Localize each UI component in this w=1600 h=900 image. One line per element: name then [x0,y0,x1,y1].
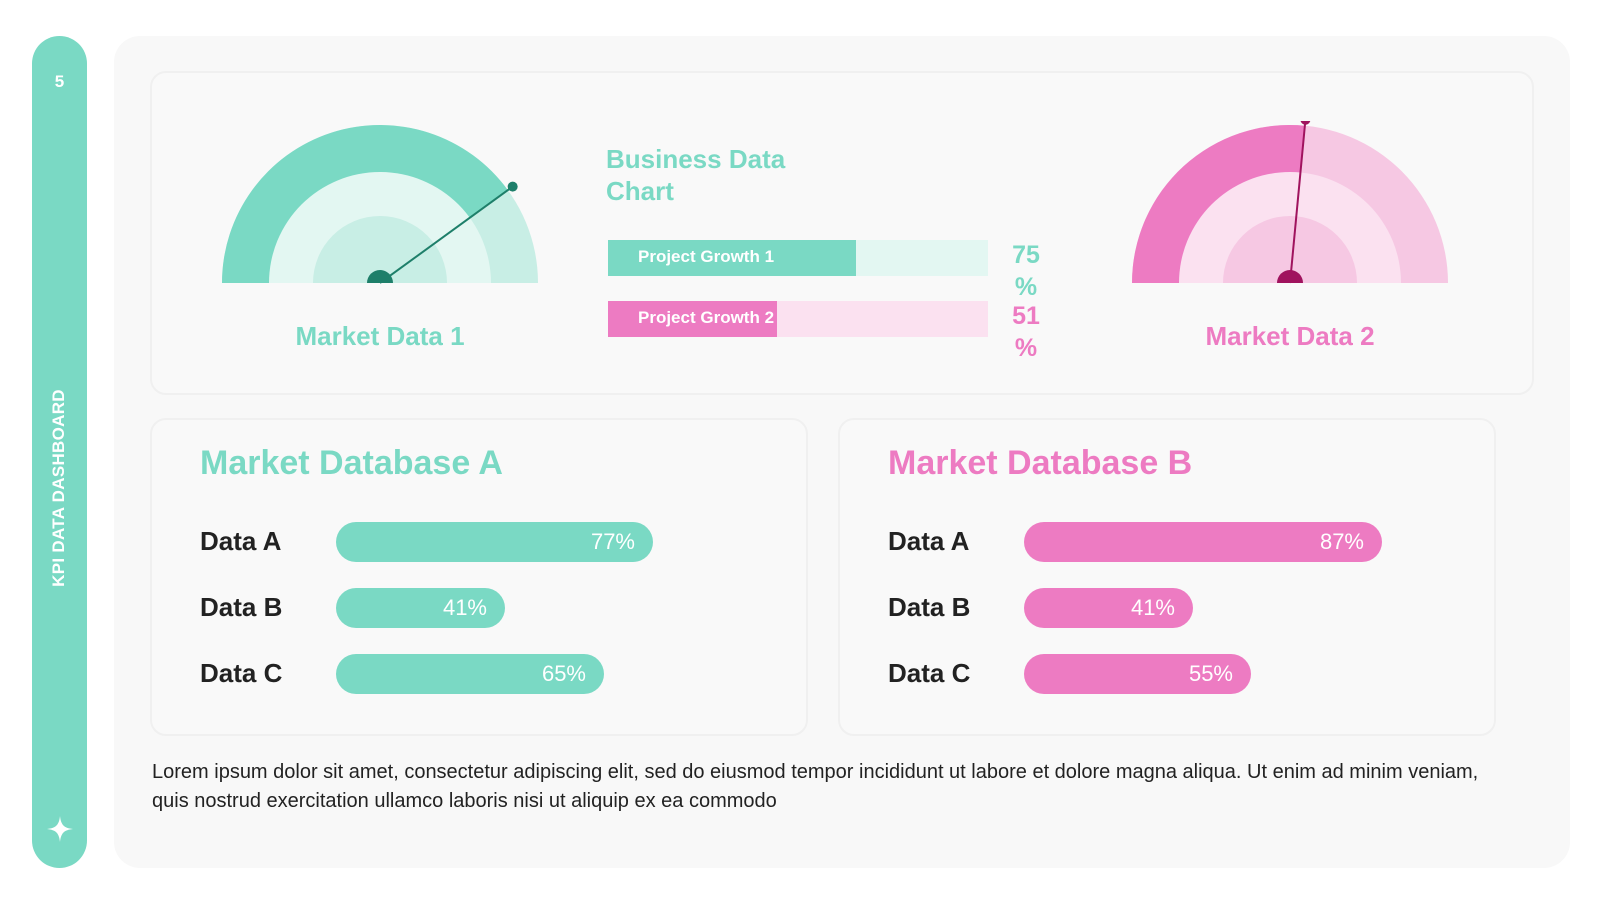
market-database-b-card: Market Database B Data A 87% Data B 41% … [838,418,1496,736]
data-row: Data B 41% [200,588,780,628]
row-label: Data C [200,658,283,688]
gauge-label-1: Market Data 1 [295,321,465,351]
gauge-market-data-2 [1132,121,1448,284]
data-row: Data B 41% [888,588,1468,628]
database-title: Market Database B [888,444,1193,482]
sparkle-icon [47,816,73,842]
row-label: Data A [888,526,970,556]
project-growth-value-2: 51 % [1012,302,1040,362]
sidebar-title: KPI DATA DASHBOARD [49,389,68,587]
bar-fill [608,240,856,276]
data-row: Data A 77% [200,522,780,562]
gauge-pivot [1277,270,1303,283]
gauge-label-2: Market Data 2 [1205,321,1375,351]
sidebar: 5 KPI DATA DASHBOARD [32,36,87,868]
row-label: Data A [200,526,282,556]
gauge-needle [1289,121,1307,284]
data-row: Data C 55% [888,654,1468,694]
database-title: Market Database A [200,444,503,482]
market-database-a-card: Market Database A Data A 77% Data B 41% … [150,418,808,736]
main-panel: Market Data 1 Business Data Chart Projec… [114,36,1570,868]
project-growth-bar-1: Project Growth 1 [608,240,988,276]
business-chart-title: Business Data Chart [606,144,786,206]
row-label: Data B [200,592,283,622]
footer-text: Lorem ipsum dolor sit amet, consectetur … [152,761,1479,812]
data-bar: 55% [1024,654,1251,694]
bar-label: Project Growth 2 [638,308,775,327]
data-bar: 41% [336,588,505,628]
gauge-core [313,216,447,283]
row-label: Data B [888,592,971,622]
row-label: Data C [888,658,971,688]
page-number: 5 [54,72,65,91]
data-bar: 41% [1024,588,1193,628]
gauge-needle [379,185,514,284]
data-row: Data A 87% [888,522,1468,562]
gauge-needle-tip [507,181,518,192]
gauge-core [1223,216,1357,283]
data-bar: 87% [1024,522,1382,562]
data-bar: 65% [336,654,604,694]
bar-label: Project Growth 1 [638,247,775,266]
project-growth-bar-2: Project Growth 2 [608,301,988,337]
project-growth-value-1: 75 % [1012,241,1040,301]
data-row: Data C 65% [200,654,780,694]
gauge-market-data-1 [222,125,538,284]
gauge-pivot [367,270,393,283]
gauge-needle-tip [1300,121,1311,125]
gauge-card: Market Data 1 Business Data Chart Projec… [150,71,1534,395]
data-bar: 77% [336,522,653,562]
bar-fill [608,301,777,337]
